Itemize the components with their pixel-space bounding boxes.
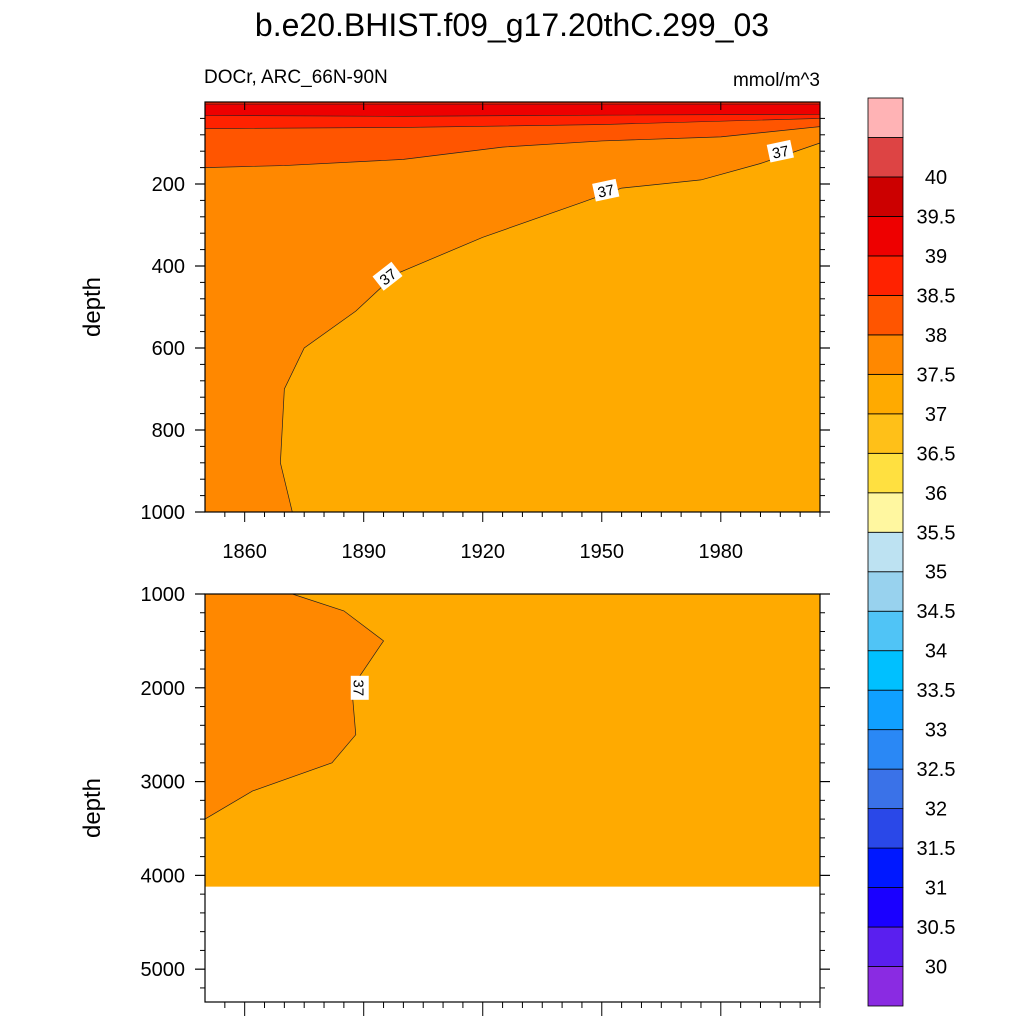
contour-label-text: 37: [771, 143, 791, 163]
colorbar-label: 33.5: [917, 680, 956, 702]
colorbar-label: 32: [925, 799, 947, 821]
upper-panel-frame: [204, 101, 821, 513]
colorbar-swatch: [867, 452, 904, 494]
chart-title: b.e20.BHIST.f09_g17.20thC.299_03: [255, 7, 769, 43]
colorbar-swatch: [867, 650, 904, 691]
colorbar-swatch: [867, 847, 904, 888]
contour-line-37: [204, 593, 385, 820]
colorbar-swatch: [867, 729, 904, 770]
y-axis-label: depth: [79, 277, 106, 337]
colorbar-label: 38: [925, 325, 947, 347]
contour-label-text: 37: [596, 182, 616, 202]
colorbar-swatch: [867, 373, 904, 415]
upper-depth-panel: 37 37 37 200 400 600 800 1000 1860 1890 1920 1950 19…: [79, 101, 830, 563]
colorbar-label: 37: [925, 404, 947, 426]
contour-label-text: 37: [350, 679, 367, 696]
colorbar-swatch: [867, 926, 904, 967]
colorbar-label: 30.5: [917, 917, 956, 939]
y-tick-label: 1000: [141, 584, 186, 606]
contour-label-text: 37: [377, 266, 401, 290]
colorbar-label: 34: [925, 641, 947, 663]
y-tick-label: 5000: [141, 959, 186, 981]
colorbar-swatch: [867, 966, 904, 1007]
colorbar-label: 32.5: [917, 759, 956, 781]
colorbar-swatch: [867, 137, 904, 178]
colorbar-swatch: [867, 413, 904, 454]
y-tick-label: 800: [152, 420, 185, 442]
contour-line-37.5: [204, 126, 821, 168]
colorbar: 30 30.5 31 31.5 32 32.5 33 33.5 34 34.5 35 35.5 36 36…: [867, 97, 956, 1007]
colorbar-swatch: [867, 768, 904, 810]
y-tick-label: 200: [152, 174, 185, 196]
y-tick-label: 1000: [141, 502, 186, 524]
colorbar-swatch: [867, 492, 904, 533]
contour-line-37: [280, 142, 821, 513]
contour-region-37-37.5: [205, 594, 384, 820]
colorbar-swatch: [867, 176, 904, 217]
y-tick-label: 600: [152, 338, 185, 360]
units-label: mmol/m^3: [733, 70, 820, 91]
colorbar-label: 37.5: [917, 364, 956, 386]
colorbar-swatch: [867, 334, 904, 375]
colorbar-label: 39.5: [917, 206, 956, 228]
colorbar-swatch: [867, 531, 904, 573]
colorbar-label: 30: [925, 957, 947, 979]
variable-region-label: DOCr, ARC_66N-90N: [204, 67, 388, 88]
colorbar-label: 31.5: [917, 838, 956, 860]
x-tick-label: 1950: [580, 541, 625, 563]
colorbar-swatch: [867, 294, 904, 336]
colorbar-swatch: [867, 689, 904, 731]
colorbar-label: 33: [925, 720, 947, 742]
colorbar-swatch: [867, 610, 904, 652]
x-tick-label: 1980: [699, 541, 744, 563]
lower-depth-panel: 37 1000 2000 3000 4000 5000 depth: [79, 584, 830, 1016]
x-tick-label: 1920: [460, 541, 505, 563]
colorbar-label: 36.5: [917, 443, 956, 465]
y-axis-label: depth: [79, 778, 106, 838]
colorbar-label: 36: [925, 483, 947, 505]
lower-panel-frame: [204, 593, 821, 1003]
x-tick-label: 1860: [222, 541, 267, 563]
colorbar-swatch: [867, 571, 904, 612]
contour-region-38.5-39: [204, 103, 821, 117]
colorbar-label: 35: [925, 562, 947, 584]
contour-region-36.5-37: [280, 143, 820, 512]
colorbar-swatch: [867, 97, 904, 138]
x-tick-label: 1890: [341, 541, 386, 563]
colorbar-label: 35.5: [917, 522, 956, 544]
contour-label: 37: [350, 675, 369, 700]
contour-label: 37: [766, 139, 794, 163]
y-tick-label: 400: [152, 256, 185, 278]
colorbar-label: 34.5: [917, 601, 956, 623]
colorbar-swatch: [867, 887, 904, 928]
colorbar-swatch: [867, 808, 904, 849]
y-tick-label: 3000: [141, 772, 186, 794]
contour-label: 37: [372, 261, 403, 291]
colorbar-label: 39: [925, 246, 947, 268]
colorbar-label: 40: [925, 167, 947, 189]
colorbar-label: 38.5: [917, 285, 956, 307]
colorbar-swatch: [867, 255, 904, 296]
colorbar-label: 31: [925, 878, 947, 900]
y-tick-label: 4000: [141, 865, 186, 887]
colorbar-swatch: [867, 216, 904, 257]
contour-label: 37: [592, 178, 620, 202]
y-tick-label: 2000: [141, 678, 186, 700]
